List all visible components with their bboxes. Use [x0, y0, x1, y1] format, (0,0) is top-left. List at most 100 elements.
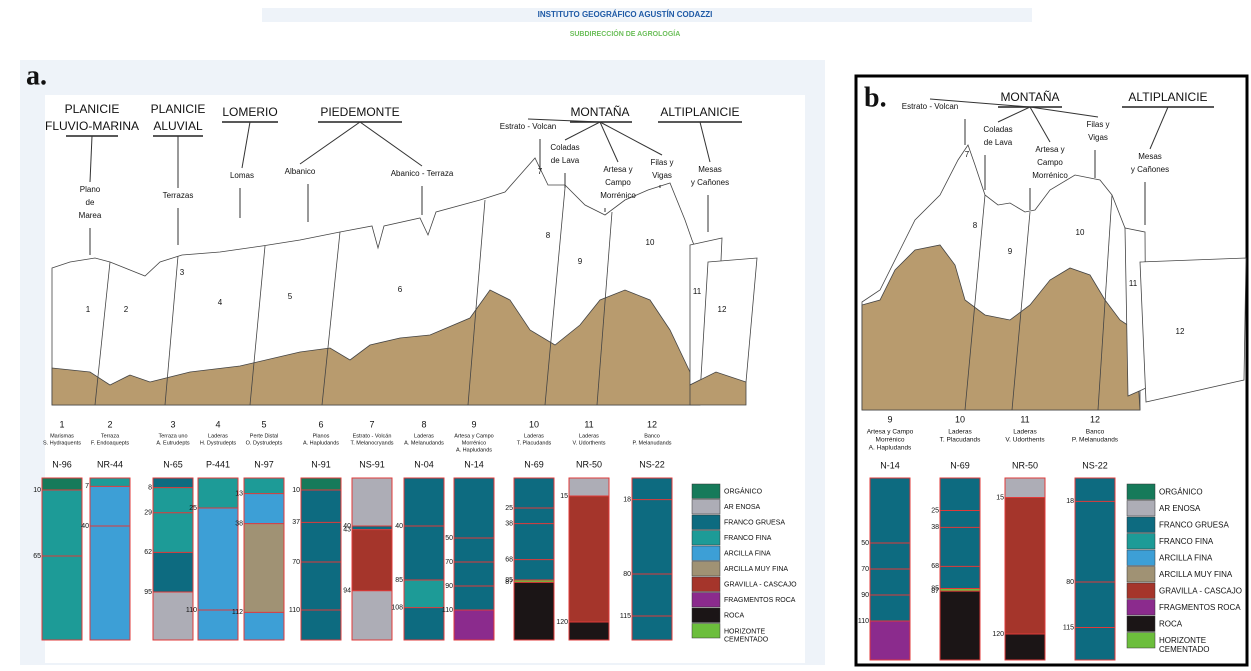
legend-label: FRANCO FINA: [1159, 537, 1214, 546]
depth-label: 38: [505, 520, 513, 527]
profile-code: N-91: [311, 459, 331, 469]
legend-swatch: [692, 624, 720, 639]
soil-layer: [940, 527, 980, 566]
landform-unit: Campo: [605, 178, 631, 187]
soil-layer: [90, 486, 130, 526]
depth-label: 70: [445, 559, 453, 566]
depth-label: 110: [289, 607, 300, 614]
profile-code: NR-50: [1012, 460, 1038, 470]
landform-unit: Plano: [80, 185, 101, 194]
soil-layer: [940, 566, 980, 588]
soil-layer: [198, 478, 238, 508]
legend-label: ORGÁNICO: [1159, 487, 1203, 496]
soil-layer: [42, 490, 82, 556]
depth-label: 90: [445, 583, 453, 590]
depth-label: 95: [144, 589, 152, 596]
profile-description: A. Eutrudepts: [156, 440, 190, 446]
landform-heading: PIEDEMONTE: [320, 105, 399, 119]
unit-number: 7: [965, 150, 970, 159]
landform-unit: Vigas: [652, 171, 672, 180]
landform-unit: Artesa y: [1035, 145, 1064, 154]
soil-layer: [514, 582, 554, 640]
legend-label: ARCILLA FINA: [1159, 553, 1213, 562]
legend-swatch: [692, 500, 720, 515]
profile-description: S. Hydraquents: [43, 440, 81, 446]
legend-swatch: [1127, 501, 1155, 517]
depth-label: 10: [33, 487, 41, 494]
profile-description: A. Hapludands: [456, 447, 492, 453]
legend-label: FRAGMENTOS ROCA: [1159, 603, 1241, 612]
soil-layer: [244, 494, 284, 524]
profile-description: Planos: [313, 433, 330, 439]
depth-label: 15: [560, 493, 568, 500]
depth-label: 115: [1063, 624, 1074, 631]
panel-label: a.: [26, 60, 47, 91]
depth-label: 110: [858, 618, 869, 625]
depth-label: 50: [445, 535, 453, 542]
soil-layer: [1075, 478, 1115, 501]
soil-layer: [454, 538, 494, 562]
profile-description: Morrénico: [876, 437, 905, 444]
soil-layer: [301, 610, 341, 640]
landform-unit: Filas y: [650, 158, 673, 167]
profile-description: F. Endoaquepts: [91, 440, 129, 446]
depth-label: 38: [235, 520, 243, 527]
landform-unit: Abanico - Terraza: [391, 169, 454, 178]
legend-swatch: [1127, 616, 1155, 632]
profile-number: 3: [170, 419, 175, 429]
soil-layer: [632, 500, 672, 574]
profile-description: A. Hapludands: [869, 445, 912, 452]
landform-heading: ALTIPLANICIE: [1128, 90, 1207, 104]
landform-unit: Campo: [1037, 158, 1063, 167]
landform-unit: Lomas: [230, 171, 254, 180]
soil-layer: [352, 526, 392, 530]
soil-layer: [1005, 634, 1045, 660]
legend-swatch: [1127, 550, 1155, 566]
soil-layer: [404, 580, 444, 608]
soil-layer: [90, 478, 130, 486]
profile-description: P. Melanudands: [1072, 437, 1119, 444]
landform-unit: de Lava: [984, 138, 1013, 147]
legend-swatch: [1127, 534, 1155, 550]
legend-label: AR ENOSA: [724, 504, 761, 511]
landform-unit: Estrato - Volcan: [902, 102, 958, 111]
soil-layer: [454, 478, 494, 538]
legend-label: FRANCO GRUESA: [724, 520, 785, 527]
depth-label: 120: [556, 619, 568, 626]
depth-label: 8: [148, 484, 152, 491]
profile-code: N-14: [464, 459, 484, 469]
landform-unit: Morrénico: [1032, 171, 1068, 180]
profile-description: T. Placudands: [517, 440, 552, 446]
soil-layer: [198, 508, 238, 610]
unit-number: 5: [288, 292, 293, 301]
profile-number: 12: [1090, 414, 1100, 424]
depth-label: 80: [623, 571, 631, 578]
soil-layer: [514, 560, 554, 580]
soil-layer: [352, 591, 392, 640]
profile-code: P-441: [206, 459, 230, 469]
landform-unit: Coladas: [983, 125, 1012, 134]
profile-number: 10: [529, 419, 539, 429]
legend-swatch: [1127, 567, 1155, 583]
profile-description: Laderas: [208, 433, 228, 439]
soil-layer: [153, 488, 193, 513]
profile-description: A. Melanudands: [404, 440, 444, 446]
profile-description: Banco: [644, 433, 660, 439]
soil-layer: [870, 569, 910, 595]
profile-code: NS-22: [1082, 460, 1108, 470]
soil-layer: [632, 616, 672, 640]
soil-layer: [153, 552, 193, 592]
landform-unit: Morrénico: [600, 191, 636, 200]
profile-code: N-04: [414, 459, 434, 469]
unit-number: 7: [538, 167, 543, 176]
profile-number: 6: [318, 419, 323, 429]
depth-label: 108: [391, 604, 403, 611]
profile-description: Morrénico: [462, 440, 486, 446]
legend-swatch: [692, 562, 720, 577]
block-12: [1140, 258, 1246, 402]
soil-layer: [454, 586, 494, 610]
profile-number: 4: [215, 419, 220, 429]
landform-heading: MONTAÑA: [1000, 90, 1059, 104]
legend-label: FRAGMENTOS ROCA: [724, 597, 796, 604]
